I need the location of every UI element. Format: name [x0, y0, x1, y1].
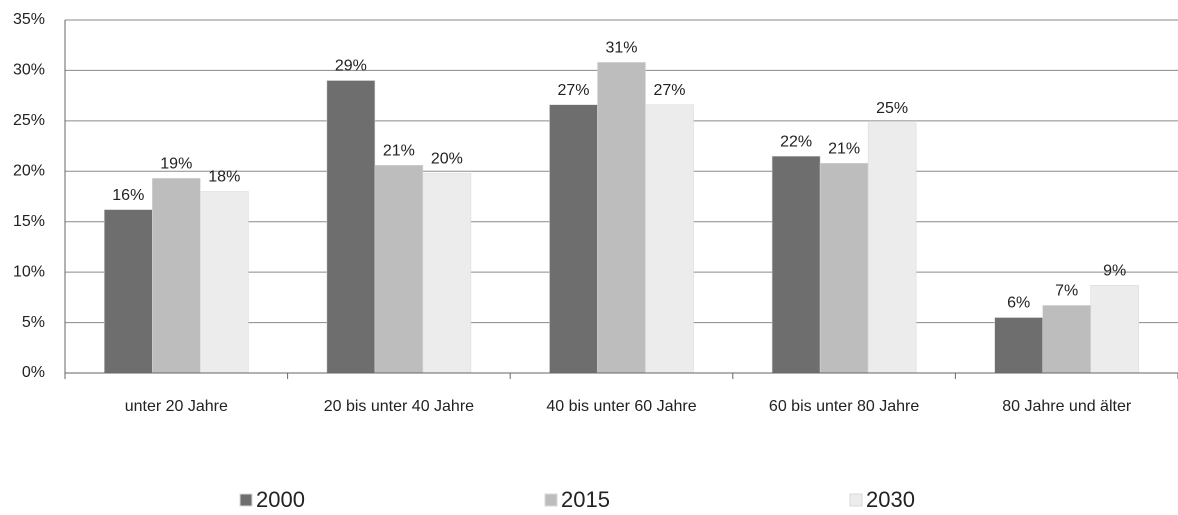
data-label: 27%: [557, 82, 589, 99]
legend-swatch: [239, 493, 253, 507]
bar: [1090, 285, 1139, 374]
data-label: 6%: [1007, 295, 1030, 312]
data-label: 29%: [335, 58, 367, 75]
bar: [1042, 305, 1091, 374]
data-label: 7%: [1055, 283, 1078, 300]
data-label: 18%: [208, 169, 240, 186]
y-tick-label: 35%: [13, 11, 45, 28]
y-tick-label: 30%: [13, 62, 45, 79]
data-label: 22%: [780, 133, 812, 150]
data-label: 21%: [828, 140, 860, 157]
legend: 2000 2015 2030: [239, 487, 915, 512]
bar: [200, 191, 249, 374]
data-label: 25%: [876, 100, 908, 117]
bar: [549, 104, 598, 374]
x-tick-label: 80 Jahre und älter: [1002, 398, 1132, 415]
bar: [326, 80, 376, 374]
y-tick-label: 20%: [13, 163, 45, 180]
data-label: 19%: [160, 156, 192, 173]
bar: [771, 155, 821, 374]
bar: [104, 209, 153, 374]
legend-swatch: [544, 493, 558, 507]
bar: [819, 162, 869, 374]
legend-label: 2000: [256, 487, 305, 512]
y-tick-label: 10%: [13, 263, 45, 280]
data-label: 20%: [431, 151, 463, 168]
bar: [374, 164, 424, 374]
bar: [645, 104, 694, 374]
y-tick-label: 15%: [13, 213, 45, 230]
legend-label: 2015: [561, 487, 610, 512]
data-label: 27%: [653, 82, 685, 99]
bar: [867, 122, 917, 374]
bar: [422, 173, 472, 374]
data-label: 16%: [112, 187, 144, 204]
data-label: 9%: [1103, 262, 1126, 279]
x-tick-label: 20 bis unter 40 Jahre: [324, 398, 474, 415]
data-label: 31%: [605, 40, 637, 57]
y-tick-label: 25%: [13, 112, 45, 129]
x-tick-label: 60 bis unter 80 Jahre: [769, 398, 919, 415]
y-tick-label: 0%: [22, 364, 45, 381]
bar: [152, 178, 201, 374]
legend-label: 2030: [866, 487, 915, 512]
bar: [597, 62, 646, 374]
legend-swatch: [849, 493, 863, 507]
y-tick-label: 5%: [22, 314, 45, 331]
x-tick-label: unter 20 Jahre: [125, 398, 228, 415]
data-label: 21%: [383, 142, 415, 159]
x-tick-label: 40 bis unter 60 Jahre: [546, 398, 696, 415]
bar: [994, 317, 1043, 374]
